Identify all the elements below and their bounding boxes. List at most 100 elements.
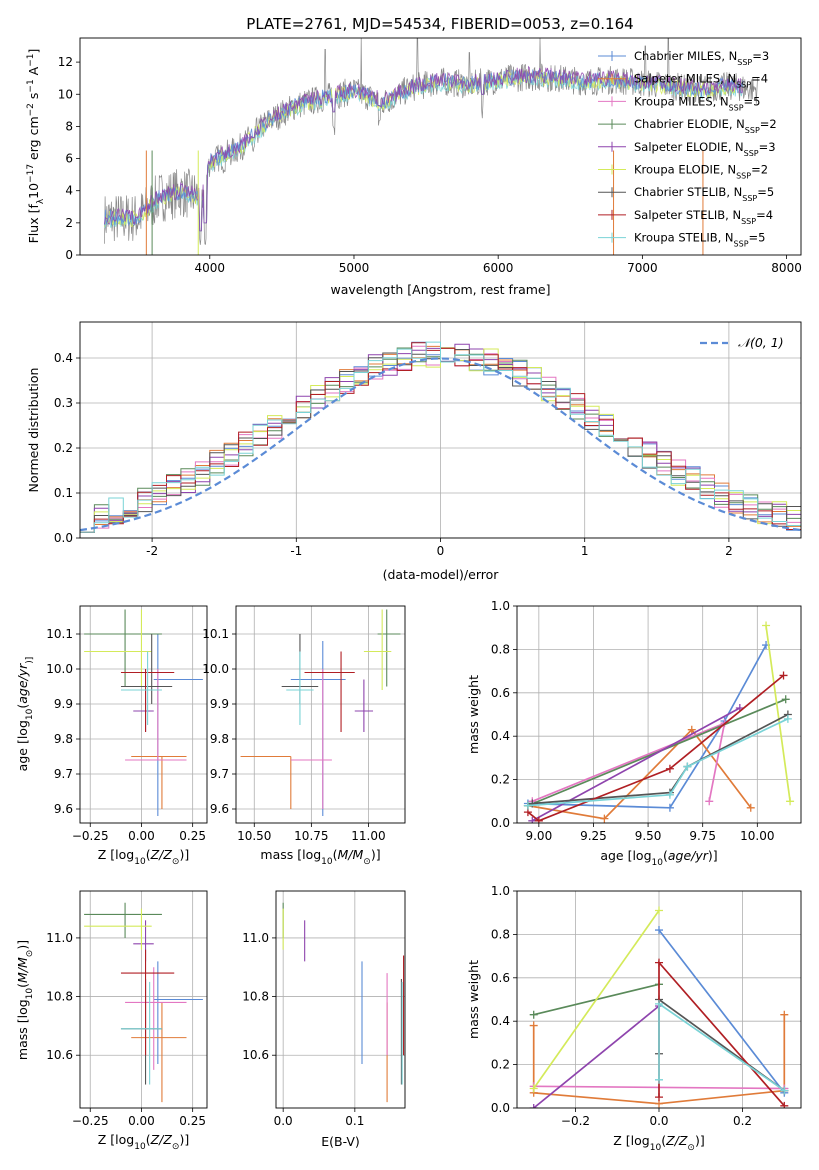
x-tick-label: 10.50: [237, 829, 271, 843]
weight-marker-salpeter_stelib: [665, 764, 674, 773]
weight-marker-kroupa_stelib: [683, 762, 692, 771]
weight-line-kroupa_elodie: [765, 625, 791, 802]
y-axis-label: mass weight: [466, 960, 481, 1039]
plot-area: [276, 891, 405, 1108]
x-axis-label: mass [log10(M/M⊙)]: [260, 847, 380, 867]
weight-line-chabrier_miles: [527, 644, 767, 809]
x-tick-label: 0: [437, 544, 445, 558]
y-axis-label: mass weight: [466, 675, 481, 754]
legend-entry: Chabrier ELODIE, NSSP=2: [634, 117, 777, 135]
x-tick-label: 2: [725, 544, 733, 558]
legend-entry: Kroupa ELODIE, NSSP=2: [634, 163, 768, 181]
y-tick-label: 8: [65, 119, 73, 133]
axes-age_vs_metallicity: −0.25 0.00 0.25 9.6 9.7 9.8 9.9 10.0 10.1 Z [log1…: [15, 605, 208, 867]
axes-mass_vs_ebv: 0.0 0.1 10.6 10.8 11.0 E(B-V): [242, 890, 406, 1149]
y-tick-label: 9.7: [210, 767, 229, 781]
legend-entry: 𝒩(0, 1): [738, 335, 784, 350]
x-tick-label: 7000: [627, 261, 658, 275]
plot-area: [80, 606, 207, 823]
y-tick-label: 0: [65, 248, 73, 262]
y-tick-label: 12: [58, 55, 73, 69]
y-tick-label: 0.8: [491, 642, 510, 656]
x-tick-label: -2: [146, 544, 158, 558]
y-tick-label: 0.0: [54, 531, 73, 545]
legend-entry: Chabrier STELIB, NSSP=5: [634, 185, 774, 203]
x-tick-label: 11.00: [351, 829, 385, 843]
legend-entry: Kroupa STELIB, NSSP=5: [634, 231, 765, 249]
axes-spectrum: 4000 5000 6000 7000 8000 0 2 4 6 8 10 12 wavelength …: [26, 37, 802, 297]
x-tick-label: -1: [290, 544, 302, 558]
x-tick-label: 0.0: [274, 1114, 293, 1128]
y-tick-label: 0.2: [491, 1058, 510, 1072]
plot-area: [517, 891, 801, 1108]
weight-line-salpeter_elodie: [533, 1005, 660, 1108]
weight-marker-kroupa_stelib: [655, 999, 663, 1008]
weight-marker-salpeter_stelib: [780, 1101, 789, 1108]
y-tick-label: 11.0: [242, 931, 269, 945]
x-tick-label: 5000: [339, 261, 370, 275]
y-tick-label: 10.8: [46, 990, 73, 1004]
axes-frame: [235, 605, 406, 824]
weight-marker-chabrier_elodie: [529, 1010, 538, 1019]
y-tick-label: 10.0: [46, 662, 73, 676]
y-tick-label: 9.9: [210, 697, 229, 711]
weight-marker-salpeter_stelib: [655, 958, 663, 967]
x-tick-label: −0.2: [561, 1114, 590, 1128]
weight-marker-salpeter_miles: [687, 725, 696, 734]
figure-title: PLATE=2761, MJD=54534, FIBERID=0053, z=0…: [246, 15, 633, 33]
plots-layer: 4000 5000 6000 7000 8000024681012wavelength …: [15, 37, 802, 1153]
axes-frame: [516, 605, 802, 824]
x-axis-label: Z [log10(Z/Z⊙)]: [98, 1132, 189, 1152]
weight-marker-chabrier_miles: [665, 803, 674, 812]
axes-frame: [275, 890, 406, 1109]
x-tick-label: 9.00: [525, 829, 552, 843]
y-tick-label: 11.0: [46, 931, 73, 945]
weight-marker-salpeter_stelib: [534, 816, 543, 823]
x-tick-label: 9.25: [580, 829, 607, 843]
axes-residual_histogram: -2 -1 0 1 2 0.0 0.1 0.2 0.3 0.4 (data-model)/error…: [26, 321, 802, 582]
y-tick-label: 0.1: [54, 486, 73, 500]
x-tick-label: 10.75: [294, 829, 328, 843]
y-tick-label: 10: [58, 87, 73, 101]
weight-marker-salpeter_stelib: [779, 671, 788, 680]
y-tick-label: 9.8: [54, 732, 73, 746]
weight-marker-kroupa_stelib: [655, 1075, 663, 1084]
x-tick-label: 0.25: [179, 1114, 206, 1128]
weight-line-kroupa_stelib: [527, 718, 789, 807]
axes-frame: [79, 890, 208, 1109]
normal-distribution-curve: [80, 357, 801, 532]
x-tick-label: 0.00: [128, 1114, 155, 1128]
x-tick-label: 0.1: [345, 1114, 364, 1128]
axes-frame: [79, 37, 802, 256]
y-tick-label: 9.8: [210, 732, 229, 746]
axes-weight_vs_metallicity: −0.2 0.0 0.2 0.0 0.2 0.4 0.6 0.8 1.0 Z [log10(Z/Z…: [466, 884, 802, 1153]
x-tick-label: 0.2: [733, 1114, 752, 1128]
x-axis-label: Z [log10(Z/Z⊙)]: [98, 847, 189, 867]
y-tick-label: 6: [65, 152, 73, 166]
y-tick-label: 2: [65, 216, 73, 230]
y-tick-label: 0.0: [491, 816, 510, 830]
x-tick-label: 4000: [195, 261, 226, 275]
weight-marker-kroupa_stelib: [523, 801, 532, 810]
legend-entry: Kroupa MILES, NSSP=5: [634, 94, 760, 112]
y-tick-label: 0.4: [54, 351, 73, 365]
y-tick-label: 10.8: [242, 990, 269, 1004]
weight-marker-salpeter_miles: [600, 814, 609, 823]
y-tick-label: 1.0: [491, 884, 510, 898]
legend-entry: Salpeter ELODIE, NSSP=3: [634, 140, 776, 158]
x-axis-label: E(B-V): [321, 1134, 360, 1149]
model-fit-line-salpeter_elodie: [104, 65, 744, 232]
axes-mass_vs_metallicity: −0.25 0.00 0.25 10.6 10.8 11.0 Z [log10(Z/Z⊙)]…: [15, 890, 208, 1152]
weight-marker-kroupa_elodie: [529, 1084, 538, 1093]
legend-entry: Salpeter MILES, NSSP=4: [634, 72, 768, 90]
x-axis-label: wavelength [Angstrom, rest frame]: [330, 282, 550, 297]
plot-area: [80, 322, 801, 538]
y-tick-label: 10.1: [46, 627, 73, 641]
y-tick-label: 10.1: [202, 627, 229, 641]
plot-area: [236, 606, 405, 823]
plot-area: [517, 606, 801, 823]
model-fit-line-chabrier_miles: [104, 69, 744, 232]
y-tick-label: 4: [65, 184, 73, 198]
